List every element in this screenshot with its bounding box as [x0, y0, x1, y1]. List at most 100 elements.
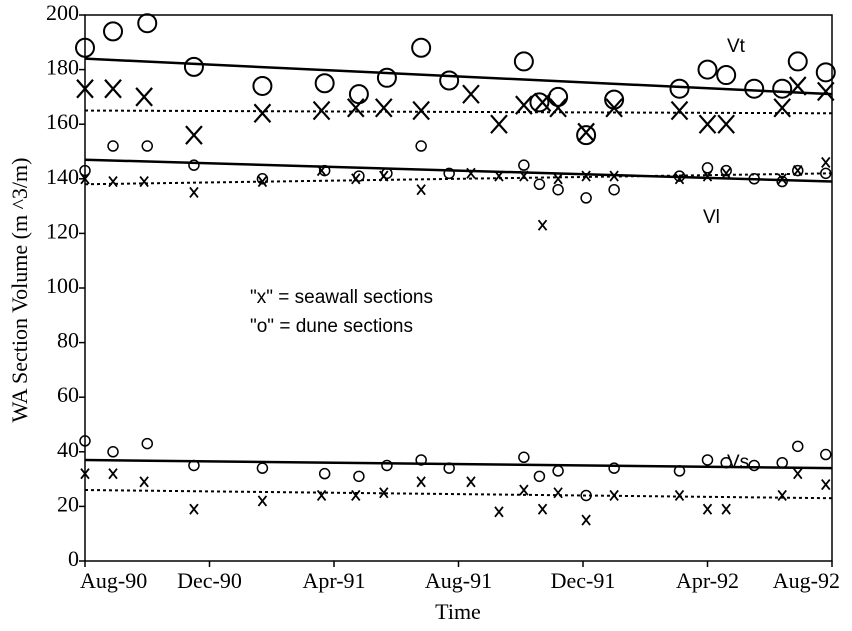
seawall-marker: [494, 170, 504, 182]
seawall-marker: [108, 468, 118, 480]
dune-marker: [720, 164, 732, 177]
dune-marker: [443, 167, 455, 180]
dune-marker: [580, 489, 592, 502]
seawall-marker: [80, 468, 90, 480]
annotation: Vl: [703, 207, 720, 228]
x-axis-label: Time: [435, 599, 481, 624]
seawall-marker: [351, 489, 361, 502]
seawall-marker: [189, 503, 199, 515]
seawall-marker: [185, 125, 203, 145]
dune-marker: [141, 437, 153, 450]
dune-marker: [348, 84, 369, 105]
dune-marker: [716, 65, 737, 86]
y-tick-label: 0: [68, 546, 79, 571]
dune-marker: [411, 37, 432, 58]
dune-marker: [252, 75, 273, 96]
seawall-marker: [721, 503, 731, 515]
dune-marker: [820, 167, 832, 180]
seawall-marker: [537, 503, 548, 515]
dune-marker: [103, 21, 124, 42]
x-tick-label: Aug-90: [80, 568, 147, 593]
dune-marker: [608, 462, 620, 474]
dune-marker: [552, 183, 564, 196]
seawall-marker: [581, 514, 591, 526]
seawall-marker: [515, 95, 533, 115]
trend-line: [84, 109, 833, 115]
dune-marker: [513, 51, 534, 72]
seawall-marker: [412, 100, 430, 121]
dune-marker: [188, 459, 200, 472]
y-axis-label: WA Section Volume (m ^3/m): [7, 158, 32, 423]
dune-marker: [107, 140, 119, 152]
seawall-marker: [316, 489, 327, 502]
y-tick-label: 200: [46, 0, 79, 25]
seawall-marker: [416, 476, 426, 488]
seawall-marker: [581, 170, 591, 182]
x-tick-label: Aug-92: [773, 568, 840, 593]
seawall-marker: [416, 184, 426, 196]
trend-line: [84, 57, 833, 96]
dune-marker: [673, 170, 686, 182]
dune-marker: [314, 73, 335, 94]
dune-marker: [256, 173, 269, 185]
seawall-marker: [577, 122, 595, 143]
trend-line: [84, 158, 833, 183]
dune-marker: [439, 70, 460, 91]
seawall-marker: [698, 114, 717, 134]
trend-line: [84, 489, 833, 500]
dune-marker: [188, 159, 200, 171]
seawall-marker: [717, 114, 735, 134]
x-tick-label: Dec-91: [551, 568, 616, 593]
dune-marker: [673, 465, 686, 477]
dune-marker: [697, 59, 718, 80]
dune-marker: [75, 37, 95, 58]
dune-marker: [744, 78, 765, 99]
seawall-marker: [674, 173, 685, 185]
seawall-marker: [793, 468, 803, 480]
dune-marker: [548, 86, 569, 107]
seawall-marker: [462, 84, 480, 104]
seawall-marker: [777, 489, 787, 502]
dune-marker: [776, 175, 788, 188]
seawall-marker: [605, 98, 623, 118]
x-tick-label: Apr-91: [302, 568, 365, 593]
y-tick-label: 80: [57, 328, 79, 353]
dune-marker: [107, 446, 119, 458]
seawall-marker: [788, 76, 807, 96]
seawall-marker: [702, 503, 713, 515]
dune-marker: [79, 164, 91, 177]
seawall-marker: [793, 165, 803, 177]
seawall-marker: [257, 495, 268, 507]
seawall-marker: [108, 175, 118, 188]
trend-line: [84, 172, 833, 186]
trend-line: [84, 458, 833, 470]
y-tick-label: 180: [46, 55, 79, 80]
dune-marker: [748, 459, 760, 472]
seawall-marker: [773, 98, 792, 118]
dune-marker: [772, 78, 793, 99]
seawall-marker: [135, 87, 153, 107]
seawall-marker: [374, 98, 393, 118]
dune-marker: [576, 125, 597, 146]
seawall-marker: [351, 173, 361, 185]
y-tick-label: 120: [46, 218, 79, 243]
dune-marker: [415, 140, 427, 152]
dune-marker: [533, 470, 546, 483]
seawall-marker: [549, 98, 567, 118]
plot-frame: [84, 14, 833, 562]
seawall-marker: [139, 476, 149, 488]
dune-marker: [820, 448, 832, 461]
dune-marker: [318, 467, 331, 480]
dune-marker: [533, 178, 546, 191]
dune-marker: [518, 451, 530, 464]
y-tick-label: 160: [46, 109, 79, 134]
dune-marker: [79, 435, 91, 447]
seawall-marker: [379, 487, 389, 499]
seawall-marker: [519, 484, 529, 496]
seawall-marker: [777, 173, 787, 185]
y-tick-label: 60: [57, 382, 79, 407]
seawall-marker: [139, 175, 149, 188]
seawall-marker: [519, 170, 529, 182]
dune-marker: [669, 78, 690, 99]
